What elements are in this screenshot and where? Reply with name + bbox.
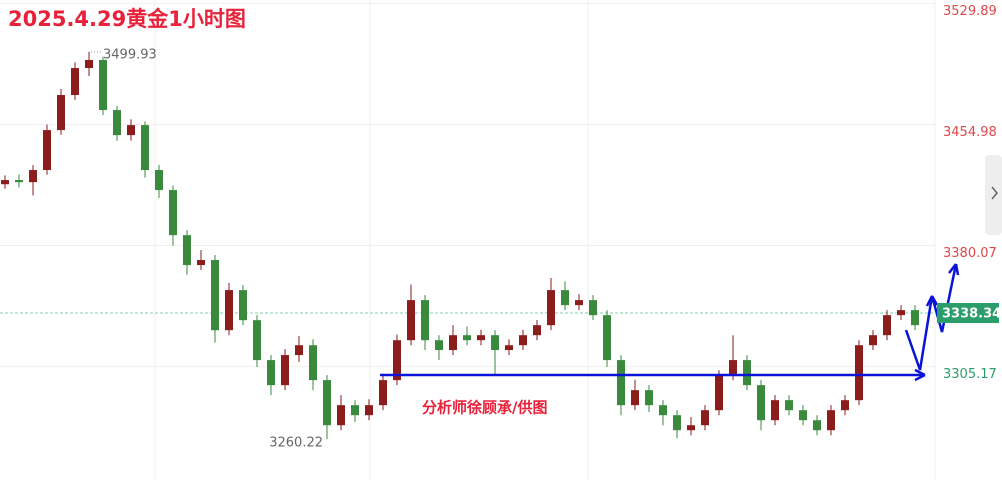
- y-tick-label: 3380.07: [943, 246, 997, 261]
- candle-body: [701, 410, 709, 426]
- candle-body: [239, 290, 247, 321]
- candle-body: [351, 405, 359, 416]
- candle-body: [617, 360, 625, 406]
- credit: 分析师徐顾承/供图: [422, 399, 547, 417]
- candle-body: [687, 425, 695, 431]
- candle-body: [519, 335, 527, 346]
- candle-body: [729, 360, 737, 376]
- candle-body: [715, 375, 723, 411]
- candle-body: [393, 340, 401, 381]
- candle-body: [757, 385, 765, 421]
- arrow-head: [925, 263, 960, 307]
- candle-body: [673, 415, 681, 431]
- candle-body: [491, 335, 499, 351]
- candle-body: [575, 300, 583, 306]
- y-tick-label: 3529.89: [943, 4, 997, 19]
- candle-body: [785, 400, 793, 411]
- candle-body: [113, 110, 121, 136]
- candle-body: [309, 345, 317, 381]
- candle-body: [295, 345, 303, 356]
- candle-body: [855, 345, 863, 401]
- candle-body: [463, 335, 471, 341]
- last-price-label: 3338.34: [942, 306, 1001, 321]
- candle-body: [407, 300, 415, 341]
- plot: [0, 2, 935, 440]
- candle-body: [281, 355, 289, 386]
- candle-body: [225, 290, 233, 331]
- candle-body: [897, 310, 905, 316]
- candle-body: [645, 390, 653, 406]
- candle-body: [505, 345, 513, 351]
- candle-body: [743, 360, 751, 386]
- candle-body: [323, 380, 331, 426]
- candle-body: [337, 405, 345, 426]
- candle-body: [883, 315, 891, 336]
- candle-body: [253, 320, 261, 361]
- candle-body: [477, 335, 485, 341]
- high-label: 3499.93: [103, 47, 157, 62]
- candle-body: [183, 235, 191, 266]
- candle-body: [379, 380, 387, 406]
- candle-body: [813, 420, 821, 431]
- candle-body: [211, 260, 219, 331]
- side-tab[interactable]: [985, 155, 1002, 235]
- candle-body: [547, 290, 555, 326]
- candle-body: [771, 400, 779, 421]
- candle-body: [155, 170, 163, 191]
- candle-body: [85, 59, 93, 69]
- candle-body: [99, 59, 107, 111]
- vertical-grid: [154, 0, 936, 480]
- candle-body: [827, 410, 835, 431]
- candle-body: [57, 95, 65, 131]
- candle-body: [449, 335, 457, 351]
- support-annotation: [380, 263, 960, 382]
- candle-body: [267, 360, 275, 386]
- candle-body: [603, 315, 611, 361]
- candle-body: [127, 125, 135, 136]
- chevron: [991, 186, 998, 200]
- candle-body: [169, 190, 177, 236]
- y-tick-label: 3454.98: [943, 125, 997, 140]
- candle-body: [71, 68, 79, 96]
- candle-body: [435, 340, 443, 351]
- candle-body: [365, 405, 373, 416]
- low-label: 3260.22: [269, 436, 323, 451]
- candle-body: [29, 170, 37, 183]
- candle-body: [421, 300, 429, 341]
- chart-title: 2025.4.29黄金1小时图: [8, 7, 246, 31]
- candle-body: [15, 180, 23, 183]
- candle-body: [197, 260, 205, 266]
- candle-body: [43, 130, 51, 171]
- candle-body: [561, 290, 569, 306]
- candle-body: [141, 125, 149, 171]
- candle-body: [659, 405, 667, 416]
- y-tick-label: 3305.17: [943, 367, 997, 382]
- candle-body: [631, 390, 639, 406]
- candle-body: [799, 410, 807, 421]
- arrow-head: [914, 368, 926, 382]
- last-price-box: [937, 302, 999, 323]
- candle-body: [841, 400, 849, 411]
- candle-body: [589, 300, 597, 316]
- candle-body: [533, 325, 541, 336]
- candle-body: [869, 335, 877, 346]
- candle-body: [1, 180, 9, 185]
- candle-body: [911, 310, 919, 326]
